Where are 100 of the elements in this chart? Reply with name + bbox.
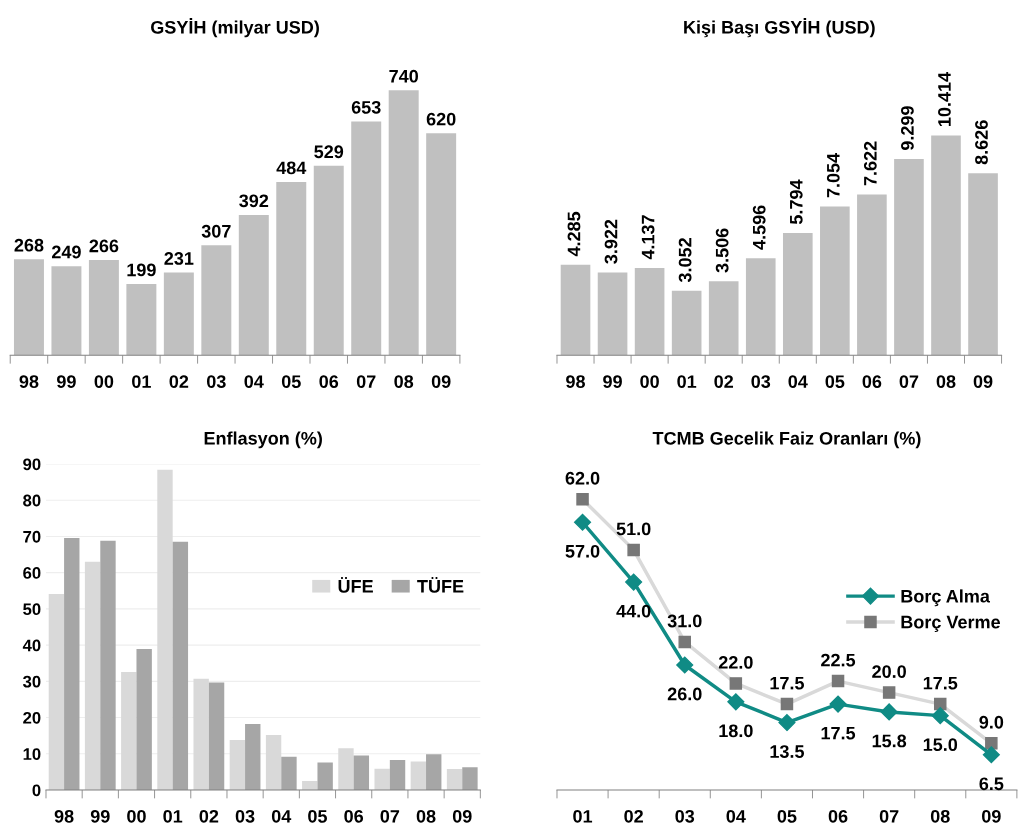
bar: [51, 266, 82, 356]
bar: [121, 671, 137, 791]
y-tick-label: 0: [32, 784, 41, 797]
chart-title: Kişi Başı GSYİH (USD): [684, 18, 875, 38]
chart-title: Enflasyon (%): [204, 431, 322, 449]
bar: [820, 206, 850, 356]
data-label: 9.299: [901, 106, 914, 151]
point: [778, 713, 796, 732]
data-label: 392: [239, 194, 269, 208]
x-tick-label: 08: [416, 809, 436, 823]
data-label: 9.0: [979, 715, 1004, 729]
data-label: 484: [276, 161, 307, 175]
bar: [894, 159, 924, 356]
bar: [317, 762, 333, 791]
data-label: 26.0: [667, 687, 702, 701]
x-tick-label: 06: [344, 809, 364, 823]
data-label: 22.0: [718, 656, 753, 669]
point: [676, 656, 694, 674]
legend-label: TÜFE: [417, 577, 464, 593]
x-tick-label: 08: [394, 375, 414, 389]
bar: [193, 678, 209, 791]
point: [880, 703, 898, 721]
data-label: 17.5: [770, 676, 805, 690]
bar: [208, 682, 225, 791]
bar: [338, 748, 354, 791]
data-label: 4.285: [567, 211, 581, 257]
x-tick-label: 09: [973, 375, 993, 389]
data-label: 31.0: [667, 614, 702, 628]
bar: [229, 740, 246, 791]
x-tick-label: 05: [777, 809, 797, 823]
x-tick-label: 01: [132, 375, 151, 389]
data-label: 6.5: [979, 777, 1004, 791]
bar: [84, 561, 101, 791]
x-tick-label: 00: [94, 375, 114, 389]
x-tick-label: 99: [57, 375, 76, 389]
x-tick-label: 00: [127, 809, 146, 823]
bar: [48, 594, 65, 791]
bar: [634, 267, 665, 356]
legend-label: Borç Alma: [901, 589, 991, 607]
bar: [426, 754, 442, 791]
chart-title: TCMB Gecelik Faiz Oranları (%): [652, 431, 921, 449]
bar: [426, 133, 457, 356]
bar: [389, 759, 406, 791]
data-label: 4.596: [752, 205, 766, 250]
point: [982, 746, 1000, 764]
data-label: 268: [14, 238, 44, 252]
point: [625, 573, 643, 591]
x-tick-label: 02: [199, 809, 219, 823]
x-tick-label: 99: [603, 375, 622, 389]
bar: [671, 290, 702, 356]
data-label: 17.5: [923, 676, 958, 690]
legend-label: Borç Verme: [901, 615, 1001, 633]
x-tick-label: 05: [281, 375, 301, 389]
y-tick-label: 40: [22, 639, 41, 652]
bar: [968, 173, 998, 356]
x-tick-label: 05: [825, 375, 845, 389]
bar: [13, 259, 44, 356]
bar: [313, 165, 344, 356]
x-tick-label: 04: [271, 809, 292, 823]
y-tick-label: 90: [23, 458, 41, 471]
x-tick-label: 08: [936, 375, 956, 389]
point: [829, 695, 847, 713]
bar: [462, 767, 478, 791]
point: [573, 513, 592, 531]
x-tick-label: 09: [982, 809, 1001, 823]
y-tick-label: 20: [23, 711, 41, 724]
bar: [708, 281, 739, 356]
x-tick-label: 09: [452, 809, 472, 823]
point: [931, 707, 949, 725]
bar: [560, 264, 591, 356]
bar: [446, 769, 463, 791]
bar: [857, 194, 887, 356]
bar: [782, 232, 813, 356]
x-tick-label: 04: [726, 809, 746, 823]
bar: [597, 272, 628, 356]
x-tick-label: 03: [751, 375, 771, 389]
bar: [88, 260, 119, 356]
x-tick-label: 05: [308, 809, 327, 823]
x-tick-label: 98: [566, 375, 585, 389]
y-tick-label: 50: [23, 603, 41, 616]
data-label: 620: [426, 112, 456, 126]
x-tick-label: 02: [624, 809, 643, 823]
x-tick-label: 03: [207, 375, 226, 389]
data-label: 57.0: [565, 544, 600, 558]
bar: [281, 756, 297, 791]
data-label: 7.622: [863, 141, 877, 186]
x-tick-label: 06: [828, 809, 848, 823]
y-tick-label: 30: [22, 675, 41, 688]
bar: [64, 537, 80, 791]
data-label: 13.5: [770, 745, 805, 758]
x-tick-label: 01: [677, 375, 697, 389]
data-label: 15.0: [923, 738, 958, 752]
bar: [745, 258, 776, 356]
data-label: 8.626: [975, 120, 988, 165]
data-label: 266: [89, 239, 119, 253]
x-tick-label: 08: [930, 809, 950, 823]
x-tick-label: 01: [163, 809, 183, 823]
y-tick-label: 70: [23, 530, 41, 543]
bar: [245, 724, 261, 791]
x-tick-label: 07: [380, 809, 400, 823]
